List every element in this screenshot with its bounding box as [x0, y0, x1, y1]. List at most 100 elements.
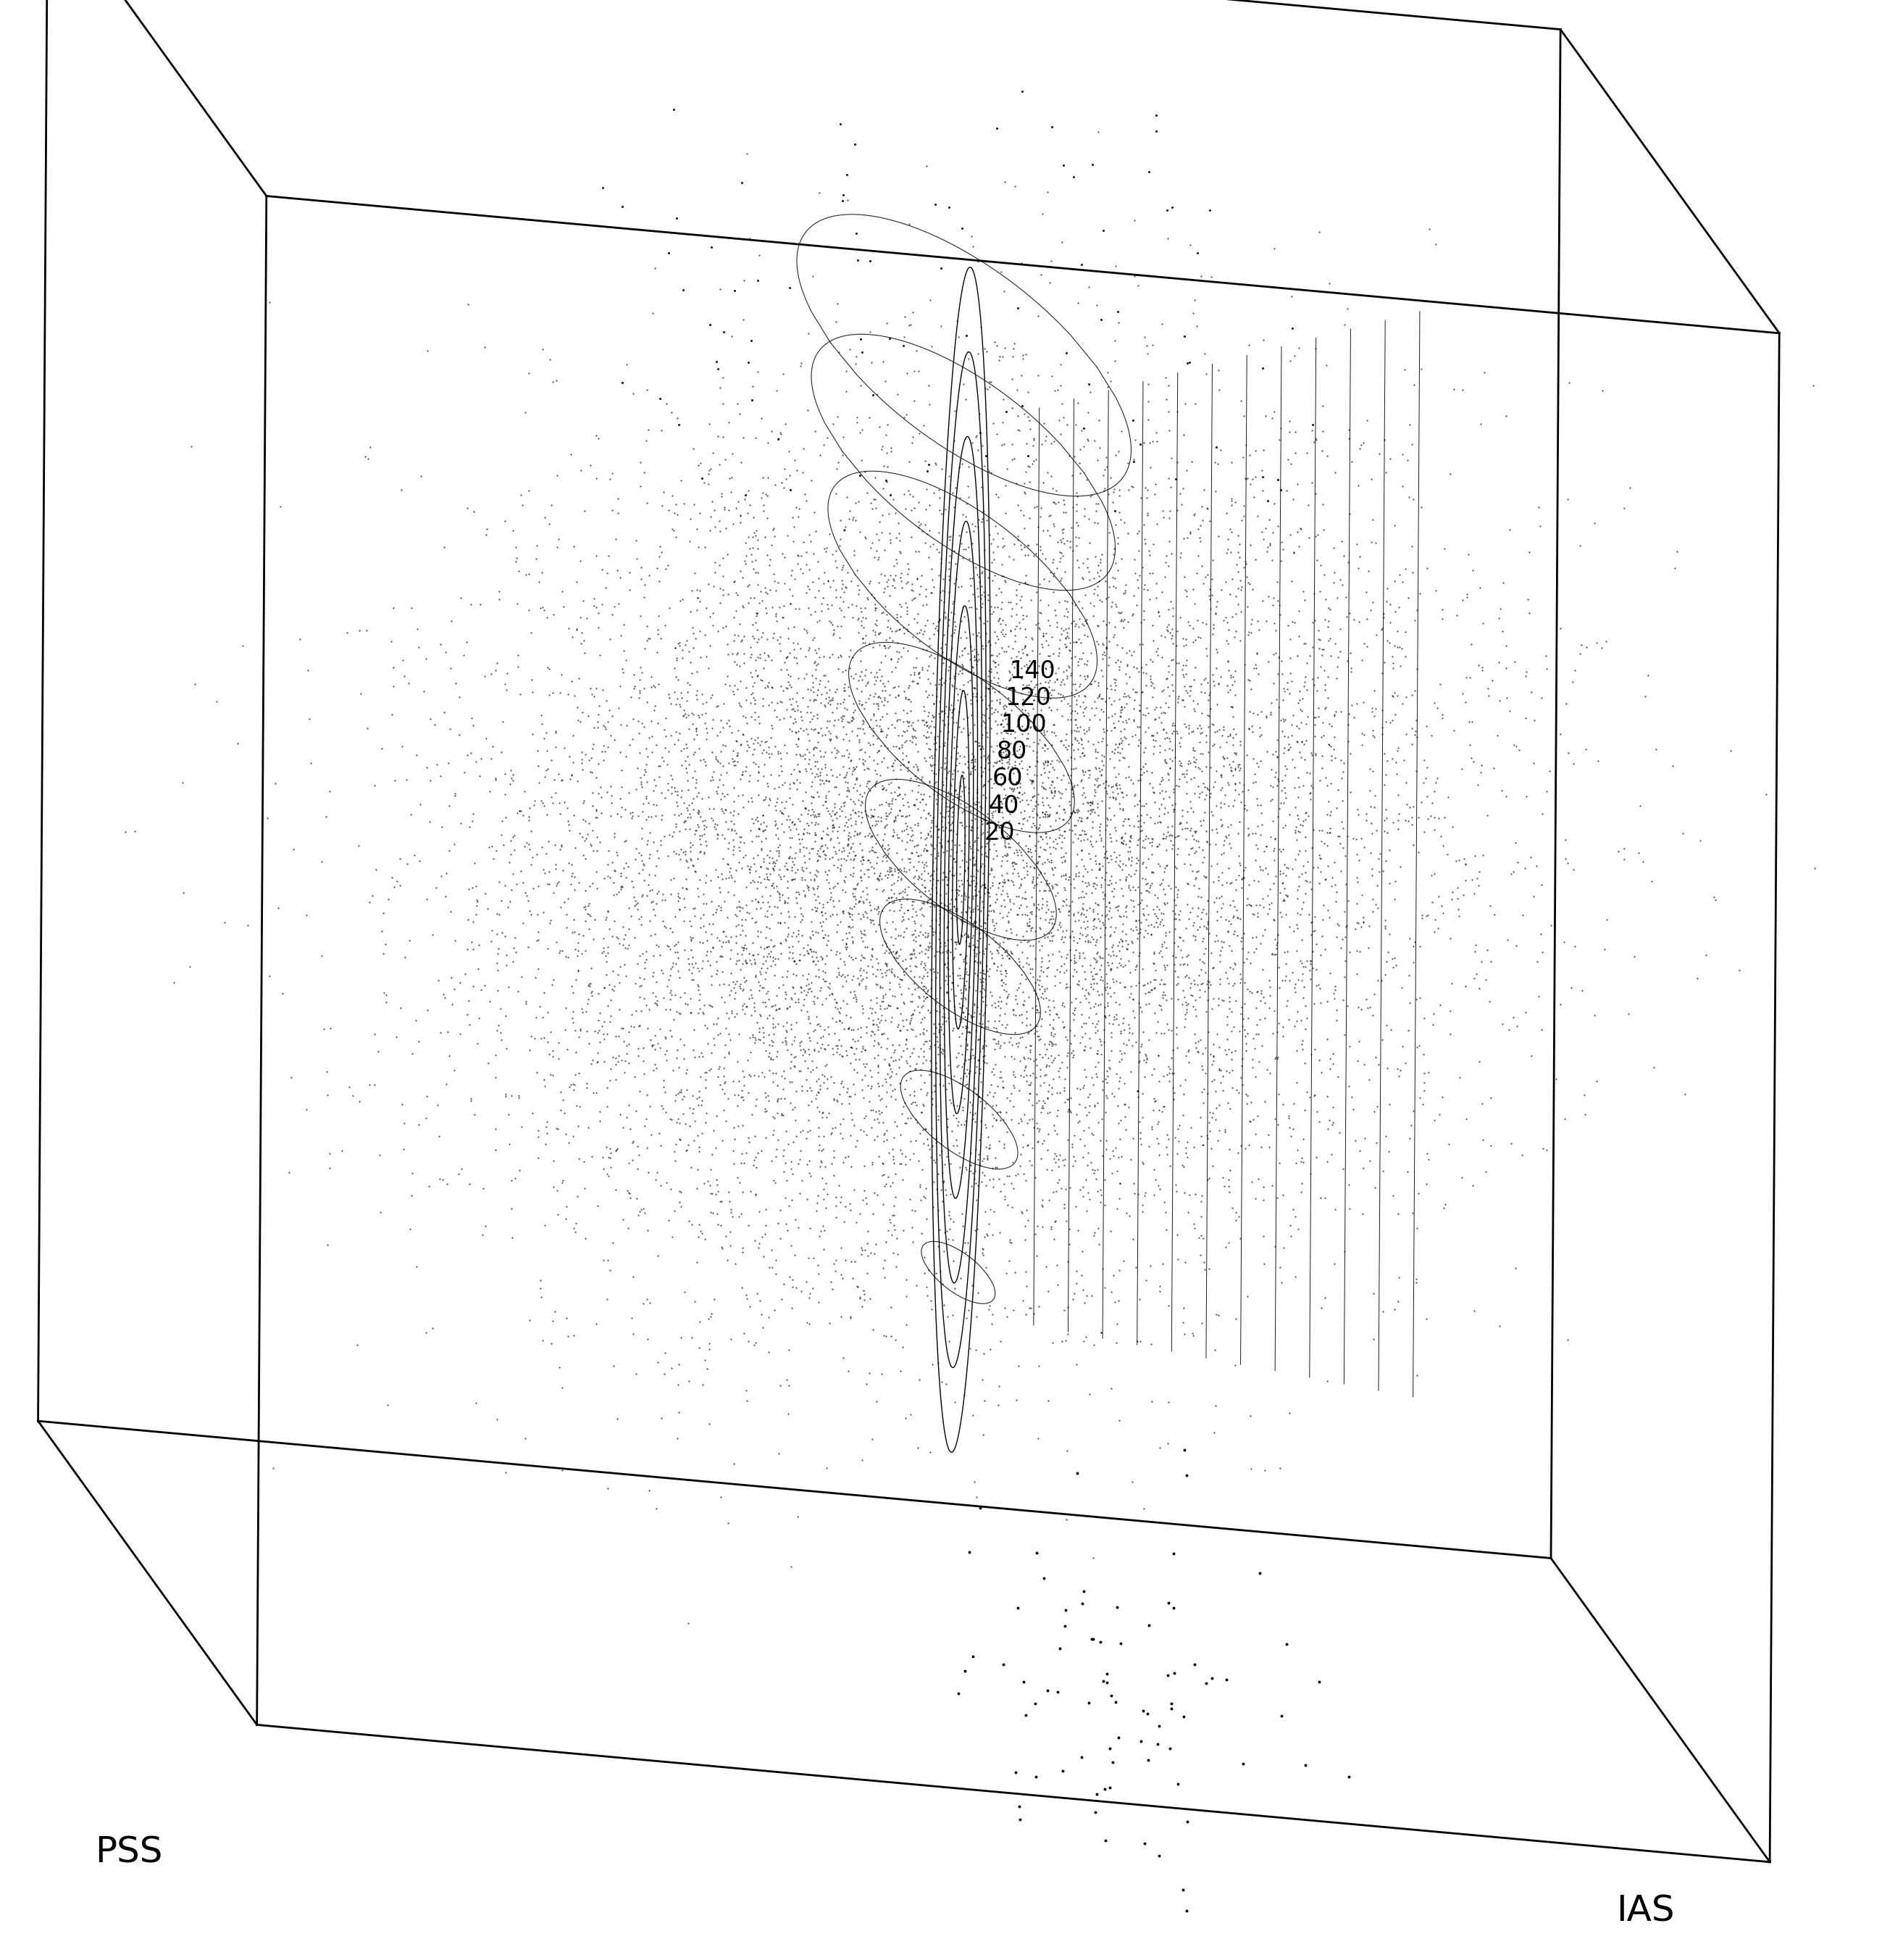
Point — [1045, 966, 1075, 998]
Point — [910, 872, 940, 904]
Point — [953, 1045, 984, 1076]
Point — [912, 835, 942, 866]
Point — [710, 986, 740, 1017]
Point — [1189, 911, 1220, 943]
Point — [1290, 1748, 1321, 1780]
Point — [913, 858, 944, 890]
Point — [1347, 729, 1378, 760]
Point — [683, 700, 714, 731]
Point — [1125, 1123, 1155, 1154]
Point — [991, 880, 1022, 911]
Point — [826, 523, 856, 555]
Point — [1026, 700, 1056, 731]
Point — [537, 1327, 567, 1358]
Point — [1043, 745, 1073, 776]
Point — [811, 780, 841, 811]
Point — [632, 610, 662, 641]
Point — [900, 659, 931, 690]
Point — [775, 772, 805, 804]
Point — [1028, 1127, 1058, 1158]
Point — [1330, 582, 1361, 613]
Point — [813, 886, 843, 917]
Point — [1275, 1397, 1305, 1429]
Point — [1180, 825, 1210, 857]
Point — [1178, 796, 1208, 827]
Point — [1014, 953, 1045, 984]
Point — [1326, 525, 1357, 557]
Point — [1191, 825, 1222, 857]
Point — [641, 986, 672, 1017]
Point — [1391, 806, 1422, 837]
Point — [917, 657, 948, 688]
Point — [1016, 768, 1047, 800]
Point — [847, 992, 877, 1023]
Point — [1033, 762, 1064, 794]
Point — [520, 962, 550, 994]
Point — [750, 727, 780, 759]
Point — [1161, 898, 1191, 929]
Point — [736, 886, 767, 917]
Point — [991, 837, 1022, 868]
Point — [946, 864, 976, 896]
Point — [1094, 847, 1125, 878]
Point — [1087, 1317, 1117, 1348]
Point — [1412, 780, 1442, 811]
Point — [976, 772, 1007, 804]
Point — [1218, 661, 1248, 692]
Point — [1286, 1029, 1317, 1060]
Point — [868, 831, 898, 862]
Point — [1045, 813, 1075, 845]
Point — [1292, 757, 1323, 788]
Point — [1380, 1294, 1410, 1325]
Point — [677, 951, 708, 982]
Point — [1201, 637, 1231, 668]
Point — [757, 592, 788, 623]
Point — [740, 598, 771, 629]
Point — [1148, 864, 1178, 896]
Point — [736, 1019, 767, 1051]
Point — [925, 888, 955, 919]
Point — [1106, 416, 1136, 447]
Point — [957, 811, 988, 843]
Point — [885, 778, 915, 809]
Point — [569, 1172, 599, 1203]
Point — [727, 994, 757, 1025]
Point — [1201, 882, 1231, 913]
Point — [830, 576, 860, 608]
Point — [1140, 725, 1170, 757]
Point — [744, 813, 775, 845]
Point — [613, 933, 643, 964]
Point — [592, 1072, 622, 1103]
Point — [1079, 1217, 1109, 1249]
Point — [1077, 794, 1108, 825]
Point — [894, 725, 925, 757]
Point — [1157, 745, 1187, 776]
Point — [946, 902, 976, 933]
Point — [638, 941, 668, 972]
Point — [1125, 1325, 1155, 1356]
Point — [1062, 1348, 1092, 1380]
Point — [906, 821, 936, 853]
Point — [693, 1303, 723, 1335]
Point — [708, 956, 738, 988]
Point — [1066, 661, 1096, 692]
Point — [1077, 149, 1108, 180]
Point — [1043, 1076, 1073, 1107]
Point — [881, 613, 912, 645]
Point — [915, 623, 946, 655]
Point — [1127, 1129, 1157, 1160]
Point — [700, 690, 731, 721]
Point — [630, 633, 660, 664]
Point — [634, 1092, 664, 1123]
Point — [1109, 1013, 1140, 1045]
Point — [757, 1066, 788, 1098]
Point — [1136, 662, 1167, 694]
Point — [803, 780, 834, 811]
Point — [1159, 904, 1189, 935]
Point — [461, 747, 491, 778]
Point — [1298, 631, 1328, 662]
Point — [746, 972, 776, 1004]
Point — [921, 1058, 952, 1090]
Point — [1163, 1125, 1193, 1156]
Point — [991, 935, 1022, 966]
